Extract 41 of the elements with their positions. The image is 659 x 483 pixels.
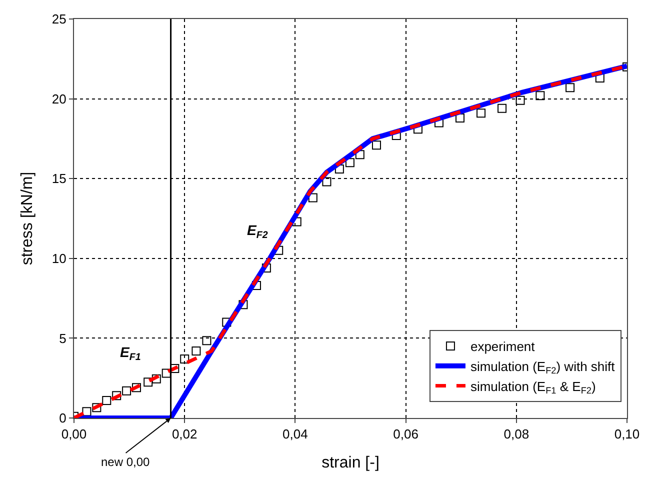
annotation: E$_{F1}$ [120,344,141,363]
legend-label: experiment [470,339,536,354]
x-axis-title: strain [-] [322,454,380,472]
point [170,364,180,374]
x-tick-label: 0,00 [61,426,87,442]
annotation: new 0,00 [101,455,150,469]
point [144,378,153,387]
point [112,391,122,400]
y-tick-label: 15 [52,171,66,186]
point [180,354,190,364]
point [498,104,507,113]
x-tick-label: 0,04 [282,426,308,442]
point [566,83,575,92]
y-tick-label: 10 [52,250,66,266]
y-tick-label: 20 [52,91,66,106]
point [102,396,112,405]
x-tick-label: 0,08 [504,426,530,442]
x-tick-label: 0,10 [614,426,640,442]
point [536,91,545,100]
point [202,336,212,346]
legend-label: simulation (E$_{F1}$ & E$_{F2}$) [470,378,596,396]
point [476,108,486,118]
x-tick-label: 0,06 [393,426,418,442]
x-tick-label: 0,02 [172,426,198,442]
y-tick-label: 0 [59,410,66,426]
y-tick-label: 25 [52,12,66,27]
point [345,158,354,168]
y-axis-title: stress [kN/m] [18,172,36,266]
point [322,177,332,186]
point [122,386,132,396]
point [516,96,525,105]
point [152,374,161,384]
point [82,407,92,416]
point [162,368,171,378]
y-tick-label: 5 [59,330,66,346]
legend-label: simulation (E$_{F2}$) with shift [470,358,616,376]
point [132,383,141,392]
point [92,403,102,412]
point [372,140,381,150]
annotation: E$_{F2}$ [247,222,268,241]
point [192,346,201,356]
